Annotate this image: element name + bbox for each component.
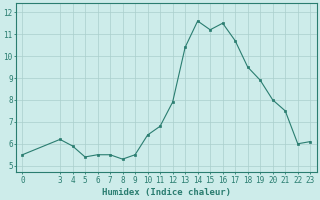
X-axis label: Humidex (Indice chaleur): Humidex (Indice chaleur) bbox=[102, 188, 231, 197]
